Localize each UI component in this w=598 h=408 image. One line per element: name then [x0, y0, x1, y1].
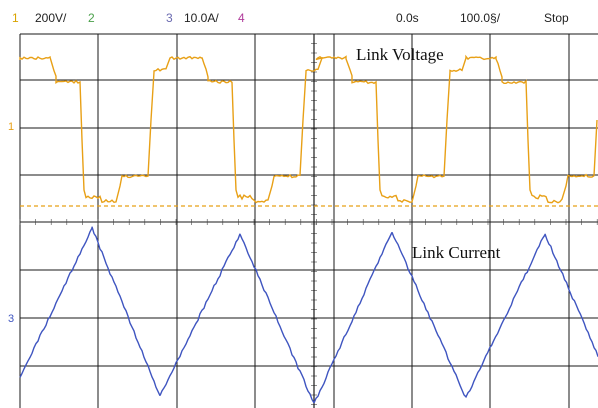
- graticule-grid: [20, 34, 598, 408]
- voltage-trace: [20, 57, 597, 203]
- ch3-marker: 3: [8, 313, 14, 325]
- voltage-label: Link Voltage: [356, 45, 444, 64]
- ch1-marker: 1: [8, 121, 14, 133]
- current-trace: [20, 227, 598, 403]
- current-label: Link Current: [412, 243, 501, 262]
